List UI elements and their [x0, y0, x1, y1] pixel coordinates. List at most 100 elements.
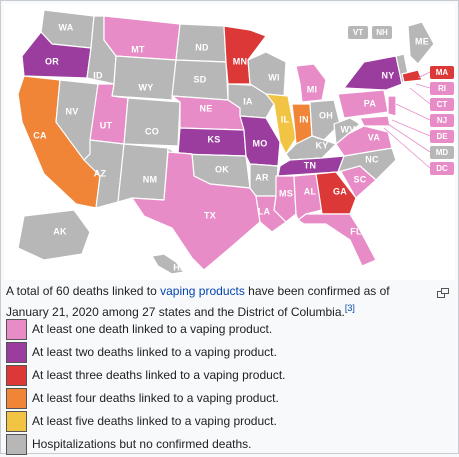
label-id: ID — [93, 70, 103, 80]
label-nc: NC — [365, 154, 379, 164]
label-wv: WV — [340, 124, 355, 134]
box-md[interactable]: MD — [430, 146, 454, 159]
label-ar: AR — [255, 172, 269, 182]
label-ne: NE — [199, 103, 212, 113]
label-de: DE — [436, 132, 448, 141]
label-al: AL — [304, 186, 317, 196]
label-oh: OH — [319, 110, 333, 120]
legend: At least one death linked to a vaping pr… — [6, 319, 446, 457]
label-pa: PA — [364, 98, 377, 108]
state-co[interactable] — [123, 97, 181, 147]
box-md-rect — [430, 146, 454, 159]
label-ak: AK — [53, 226, 67, 236]
state-hi[interactable] — [151, 253, 185, 275]
label-co: CO — [145, 126, 159, 136]
state-wy[interactable] — [111, 55, 177, 101]
label-mi: MI — [307, 84, 318, 94]
magnify-clip-svg — [437, 288, 449, 298]
label-nh: NH — [376, 28, 388, 37]
caption-text-end: have been confirmed as of January 21, 20… — [6, 284, 390, 319]
label-or: OR — [45, 56, 59, 66]
legend-swatch — [6, 388, 27, 409]
legend-swatch — [6, 434, 27, 455]
legend-label: At least five deaths linked to a vaping … — [32, 414, 277, 428]
label-fl: FL — [350, 226, 362, 236]
label-ri: RI — [438, 84, 446, 93]
legend-swatch — [6, 411, 27, 432]
label-md: MD — [436, 148, 449, 157]
label-nv: NV — [65, 106, 78, 116]
legend-label: At least three deaths linked to a vaping… — [32, 368, 286, 382]
label-ks: KS — [207, 134, 220, 144]
legend-label: At least four deaths linked to a vaping … — [32, 391, 279, 405]
label-az: AZ — [94, 168, 107, 178]
legend-label: At least one death linked to a vaping pr… — [32, 322, 273, 336]
label-ca: CA — [33, 130, 47, 140]
box-nh[interactable]: NH — [372, 26, 392, 39]
box-ri-rect — [430, 82, 454, 95]
legend-swatch — [6, 342, 27, 363]
label-mt: MT — [131, 44, 145, 54]
state-ga[interactable] — [315, 171, 357, 215]
label-vt: VT — [353, 28, 363, 37]
state-ak[interactable] — [17, 209, 91, 261]
caption-text-start: A total of 60 deaths linked to — [6, 284, 161, 298]
box-ma-rect — [430, 66, 454, 79]
label-nd: ND — [195, 42, 209, 52]
label-nj: NJ — [437, 116, 447, 125]
state-md[interactable] — [359, 115, 391, 127]
us-map[interactable]: VT NH MA RI CT NJ — [4, 4, 455, 280]
label-sd: SD — [193, 74, 206, 84]
label-tx: TX — [204, 210, 216, 220]
box-ri[interactable]: RI — [430, 82, 454, 95]
state-mi[interactable] — [295, 63, 327, 103]
magnify-clip-icon[interactable] — [437, 285, 449, 298]
box-dc[interactable]: DC — [430, 162, 454, 175]
box-vt-rect — [348, 26, 368, 39]
label-ok: OK — [215, 164, 229, 174]
box-de[interactable]: DE — [430, 130, 454, 143]
state-fl[interactable] — [297, 213, 377, 267]
legend-item-one-death: At least one death linked to a vaping pr… — [6, 319, 446, 340]
reference-link[interactable]: [3] — [344, 303, 355, 313]
label-wi: WI — [268, 72, 280, 82]
state-oh[interactable] — [309, 99, 341, 141]
vaping-products-link[interactable]: vaping products — [160, 284, 245, 298]
label-ny: NY — [381, 70, 394, 80]
legend-item-three-deaths: At least three deaths linked to a vaping… — [6, 365, 446, 386]
label-il: IL — [281, 114, 290, 124]
label-ky: KY — [315, 140, 328, 150]
label-nm: NM — [143, 174, 158, 184]
state-nj[interactable] — [387, 95, 397, 117]
label-wa: WA — [58, 22, 73, 32]
label-va: VA — [368, 132, 381, 142]
legend-swatch — [6, 319, 27, 340]
state-tx[interactable] — [131, 151, 261, 271]
legend-swatch — [6, 365, 27, 386]
box-ma[interactable]: MA — [430, 66, 454, 79]
legend-item-two-deaths: At least two deaths linked to a vaping p… — [6, 342, 446, 363]
label-mo: MO — [252, 138, 267, 148]
label-ms: MS — [279, 188, 293, 198]
box-vt[interactable]: VT — [348, 26, 368, 39]
label-ct: CT — [437, 100, 448, 109]
state-nm[interactable] — [117, 143, 169, 203]
box-ct[interactable]: CT — [430, 98, 454, 111]
label-in: IN — [299, 114, 309, 124]
legend-label: At least two deaths linked to a vaping p… — [32, 345, 277, 359]
label-hi: HI — [173, 262, 183, 272]
label-mn: MN — [233, 56, 248, 66]
legend-item-five-deaths: At least five deaths linked to a vaping … — [6, 411, 446, 432]
map-caption: A total of 60 deaths linked to vaping pr… — [6, 283, 426, 321]
label-wy: WY — [138, 82, 153, 92]
label-me: ME — [415, 36, 429, 46]
box-nj-rect — [430, 114, 454, 127]
state-ma[interactable] — [401, 69, 423, 83]
box-dc-rect — [430, 162, 454, 175]
box-nh-rect — [372, 26, 392, 39]
state-me[interactable] — [407, 21, 435, 65]
state-wv[interactable] — [333, 117, 361, 145]
label-ia: IA — [243, 96, 253, 106]
box-nj[interactable]: NJ — [430, 114, 454, 127]
